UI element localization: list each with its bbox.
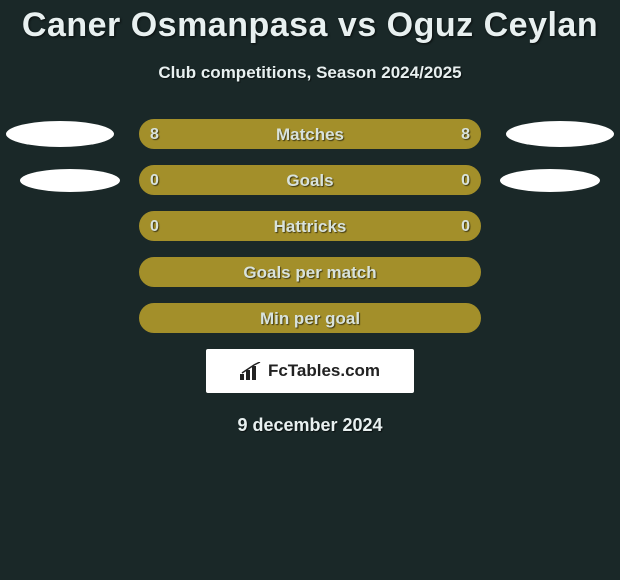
- bar-track: 00Hattricks: [139, 211, 481, 241]
- badge-text: FcTables.com: [268, 361, 380, 381]
- page-subtitle: Club competitions, Season 2024/2025: [0, 63, 620, 83]
- bar-label: Hattricks: [140, 212, 480, 242]
- comparison-row: Goals per match: [0, 257, 620, 287]
- bar-track: Min per goal: [139, 303, 481, 333]
- comparison-row: 88Matches: [0, 119, 620, 149]
- bar-track: 00Goals: [139, 165, 481, 195]
- player-left-ellipse: [6, 121, 114, 147]
- player-right-ellipse: [506, 121, 614, 147]
- player-left-ellipse: [20, 169, 120, 192]
- player-right-ellipse: [500, 169, 600, 192]
- bar-track: Goals per match: [139, 257, 481, 287]
- page-title: Caner Osmanpasa vs Oguz Ceylan: [0, 6, 620, 45]
- bar-label: Matches: [140, 120, 480, 150]
- comparison-rows: 88Matches 00Goals 00Hattricks Goals per mat…: [0, 119, 620, 333]
- footer-date: 9 december 2024: [0, 415, 620, 436]
- comparison-row: 00Goals: [0, 165, 620, 195]
- bars-icon: [240, 362, 262, 380]
- comparison-row: 00Hattricks: [0, 211, 620, 241]
- bar-label: Min per goal: [140, 304, 480, 334]
- page-root: Caner Osmanpasa vs Oguz Ceylan Club comp…: [0, 0, 620, 580]
- bar-label: Goals: [140, 166, 480, 196]
- bar-track: 88Matches: [139, 119, 481, 149]
- comparison-row: Min per goal: [0, 303, 620, 333]
- bar-label: Goals per match: [140, 258, 480, 288]
- source-badge: FcTables.com: [206, 349, 414, 393]
